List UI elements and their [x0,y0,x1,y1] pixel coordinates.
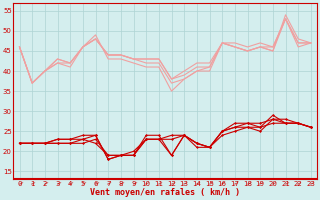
Text: ✓: ✓ [29,181,36,187]
Text: ✓: ✓ [80,181,86,187]
Text: ✓: ✓ [105,181,111,187]
Text: ✓: ✓ [206,181,213,187]
Text: ✓: ✓ [117,181,124,187]
Text: ✓: ✓ [92,181,99,187]
Text: ✓: ✓ [54,181,61,187]
Text: ✓: ✓ [168,181,175,187]
Text: ✓: ✓ [219,181,226,187]
X-axis label: Vent moyen/en rafales ( km/h ): Vent moyen/en rafales ( km/h ) [90,188,240,197]
Text: ✓: ✓ [232,181,238,187]
Text: ✓: ✓ [269,181,276,187]
Text: ✓: ✓ [244,181,251,187]
Text: ✓: ✓ [156,181,162,187]
Text: ✓: ✓ [181,181,188,187]
Text: ✓: ✓ [257,181,264,187]
Text: ✓: ✓ [42,181,48,187]
Text: ✓: ✓ [308,181,314,187]
Text: ✓: ✓ [67,181,74,187]
Text: ✓: ✓ [282,181,289,187]
Text: ✓: ✓ [16,181,23,187]
Text: ✓: ✓ [194,181,200,187]
Text: ✓: ✓ [143,181,149,187]
Text: ✓: ✓ [295,181,301,187]
Text: ✓: ✓ [130,181,137,187]
